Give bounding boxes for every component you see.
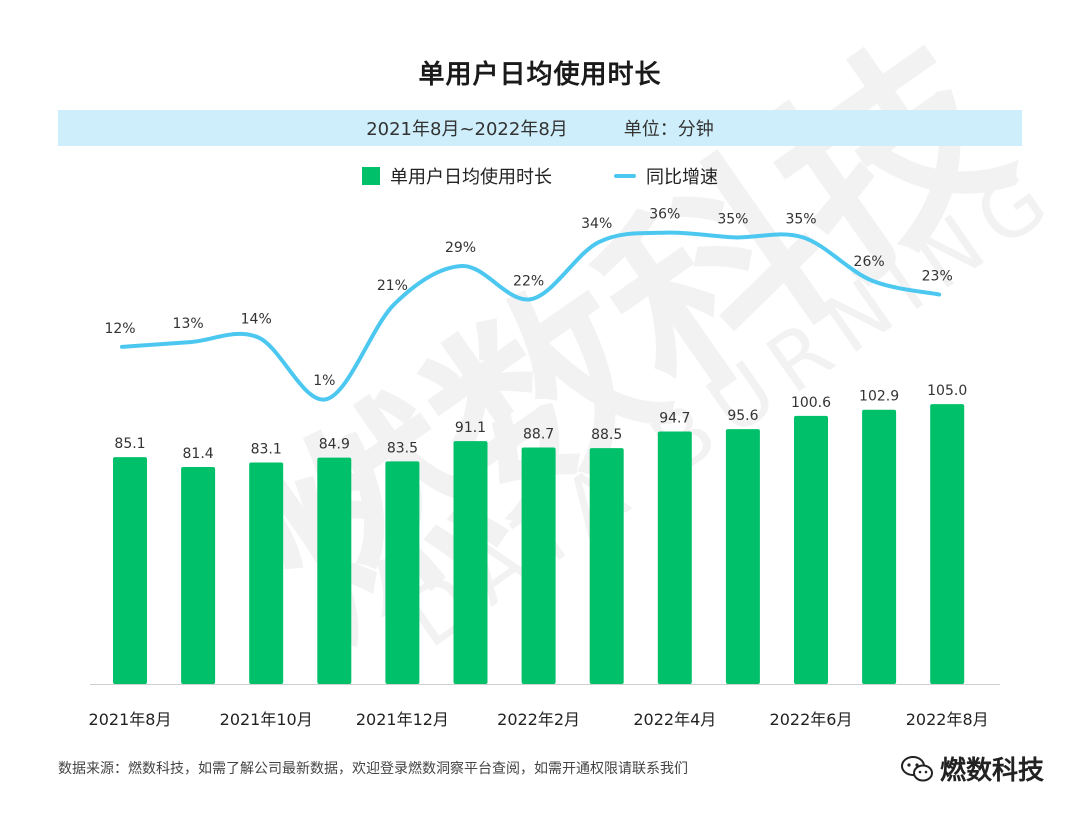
legend-line-label: 同比增速 (646, 167, 718, 188)
line-label: 22% (513, 273, 544, 289)
legend-item-bar: 单用户日均使用时长 (362, 163, 552, 189)
bar (657, 431, 692, 684)
bar-label: 95.6 (727, 408, 758, 424)
x-tick-label: 2022年6月 (770, 710, 853, 729)
bar-label: 83.5 (387, 440, 418, 456)
bar-label: 83.1 (251, 441, 282, 457)
unit-label: 单位：分钟 (623, 119, 714, 140)
legend-bar-swatch (362, 167, 380, 185)
line-label: 26% (854, 254, 885, 270)
line-label: 34% (581, 216, 612, 232)
line-label: 23% (922, 269, 953, 285)
x-tick-label: 2021年12月 (356, 710, 449, 729)
line-label: 1% (313, 373, 335, 389)
bar-label: 94.7 (659, 411, 690, 427)
bar-label: 88.7 (523, 427, 554, 443)
line-label: 35% (785, 211, 816, 227)
bar (725, 429, 760, 684)
legend-bar-label: 单用户日均使用时长 (390, 167, 552, 188)
x-tick-label: 2022年4月 (633, 710, 716, 729)
bar-label: 102.9 (859, 389, 899, 405)
line-label: 35% (717, 211, 748, 227)
bar (794, 415, 828, 684)
line-label: 29% (445, 240, 476, 256)
legend: 单用户日均使用时长 同比增速 (0, 163, 1080, 189)
x-tick-label: 2021年8月 (89, 710, 172, 729)
bar-label: 88.5 (591, 427, 622, 443)
bar-label: 84.9 (319, 437, 350, 453)
bar (589, 448, 624, 684)
bar (249, 462, 284, 684)
chart-area: 85.1 81.4 83.1 84.9 83.5 91.1 88.7 88.5 94.7 95.6… (89, 207, 1000, 729)
growth-line (120, 230, 942, 402)
footer-source: 数据来源：燃数科技，如需了解公司最新数据，欢迎登录燃数洞察平台查阅，如需开通权限… (58, 761, 688, 777)
bar (521, 447, 556, 684)
brand-name: 燃数科技 (940, 756, 1045, 786)
legend-item-line: 同比增速 (614, 163, 718, 189)
x-tick-label: 2022年8月 (906, 710, 989, 729)
line-label: 12% (104, 321, 135, 337)
bar (317, 457, 352, 684)
bar (453, 441, 488, 684)
line-label: 13% (173, 316, 204, 332)
bar (862, 409, 897, 684)
x-tick-label: 2021年10月 (220, 710, 313, 729)
bar (181, 467, 216, 684)
bar-label: 100.6 (791, 395, 831, 411)
wechat-icon (901, 755, 933, 781)
bar-label: 81.4 (183, 446, 214, 462)
bar (113, 457, 147, 684)
bar-label: 105.0 (927, 383, 967, 399)
bar-label: 91.1 (455, 420, 486, 436)
subtitle-bar: 2021年8月~2022年8月 单位：分钟 (58, 110, 1022, 146)
bar-label: 85.1 (114, 436, 145, 452)
bar (385, 461, 420, 684)
legend-line-swatch (614, 174, 636, 178)
line-label: 14% (241, 311, 272, 327)
chart-title: 单用户日均使用时长 (418, 60, 662, 90)
line-label: 21% (377, 278, 408, 294)
x-tick-label: 2022年2月 (497, 710, 580, 729)
date-range: 2021年8月~2022年8月 (366, 119, 568, 140)
brand: 燃数科技 (900, 750, 1044, 787)
bar (930, 404, 965, 684)
line-label: 36% (649, 207, 680, 223)
